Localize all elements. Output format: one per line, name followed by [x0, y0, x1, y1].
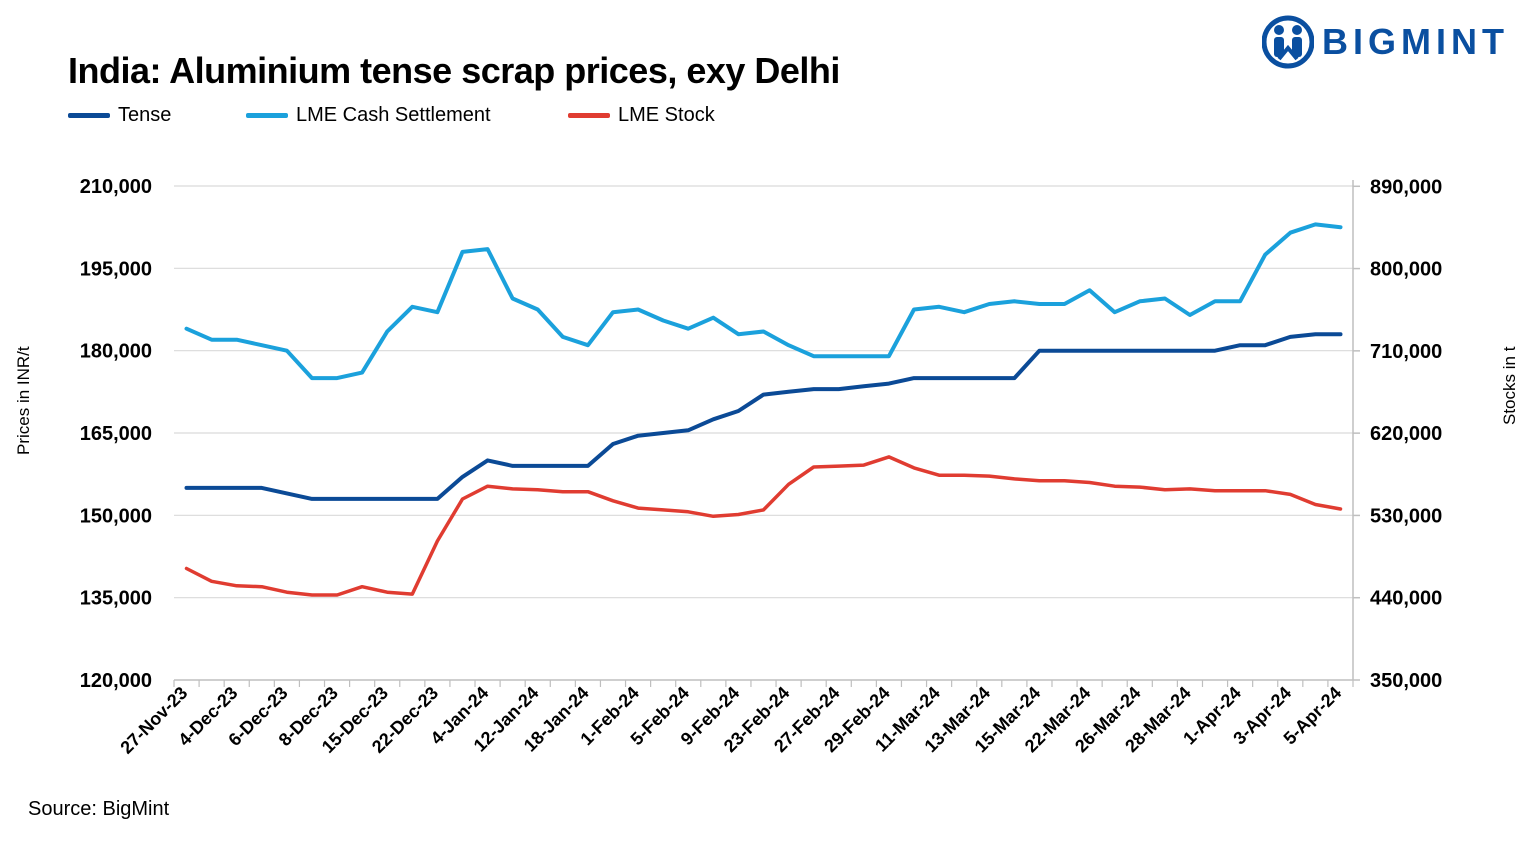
chart-legend: Tense LME Cash Settlement LME Stock: [68, 104, 828, 130]
chart-title: India: Aluminium tense scrap prices, exy…: [68, 50, 840, 91]
series-line-lme-stock: [184, 455, 1343, 597]
x-tick-label: 27-Nov-23: [116, 683, 191, 758]
y-tick-label-left: 180,000: [80, 341, 152, 363]
legend-item-lme-stock: LME Stock: [568, 104, 715, 127]
y-tick-label-left: 120,000: [80, 670, 152, 692]
legend-swatch-lme-cash: [246, 113, 288, 118]
source-note: Source: BigMint: [28, 798, 170, 820]
y-tick-label-right: 440,000: [1370, 588, 1442, 610]
legend-swatch-lme-stock: [568, 113, 610, 118]
brand-name: BIGMINT: [1322, 21, 1509, 62]
series-line-lme-cash: [184, 222, 1343, 381]
legend-label-lme-cash: LME Cash Settlement: [296, 104, 491, 126]
legend-item-lme-cash: LME Cash Settlement: [246, 104, 491, 127]
y-tick-label-right: 890,000: [1370, 176, 1442, 198]
y-tick-label-left: 210,000: [80, 176, 152, 198]
y-tick-label-left: 150,000: [80, 505, 152, 527]
bigmint-logo-icon: [1262, 15, 1314, 69]
y-tick-label-left: 195,000: [80, 258, 152, 280]
legend-label-tense: Tense: [118, 104, 172, 126]
legend-item-tense: Tense: [68, 104, 171, 127]
y-tick-label-right: 530,000: [1370, 505, 1442, 527]
y-tick-label-right: 350,000: [1370, 670, 1442, 692]
y-tick-label-left: 165,000: [80, 423, 152, 445]
series-line-tense: [184, 332, 1343, 501]
y-tick-label-right: 800,000: [1370, 259, 1442, 281]
legend-label-lme-stock: LME Stock: [618, 104, 715, 126]
legend-swatch-tense: [68, 113, 110, 118]
y-tick-label-right: 710,000: [1370, 341, 1442, 363]
bigmint-logo: BIGMINT: [1262, 14, 1509, 70]
y-tick-label-right: 620,000: [1370, 423, 1442, 445]
y-tick-label-left: 135,000: [80, 588, 152, 610]
